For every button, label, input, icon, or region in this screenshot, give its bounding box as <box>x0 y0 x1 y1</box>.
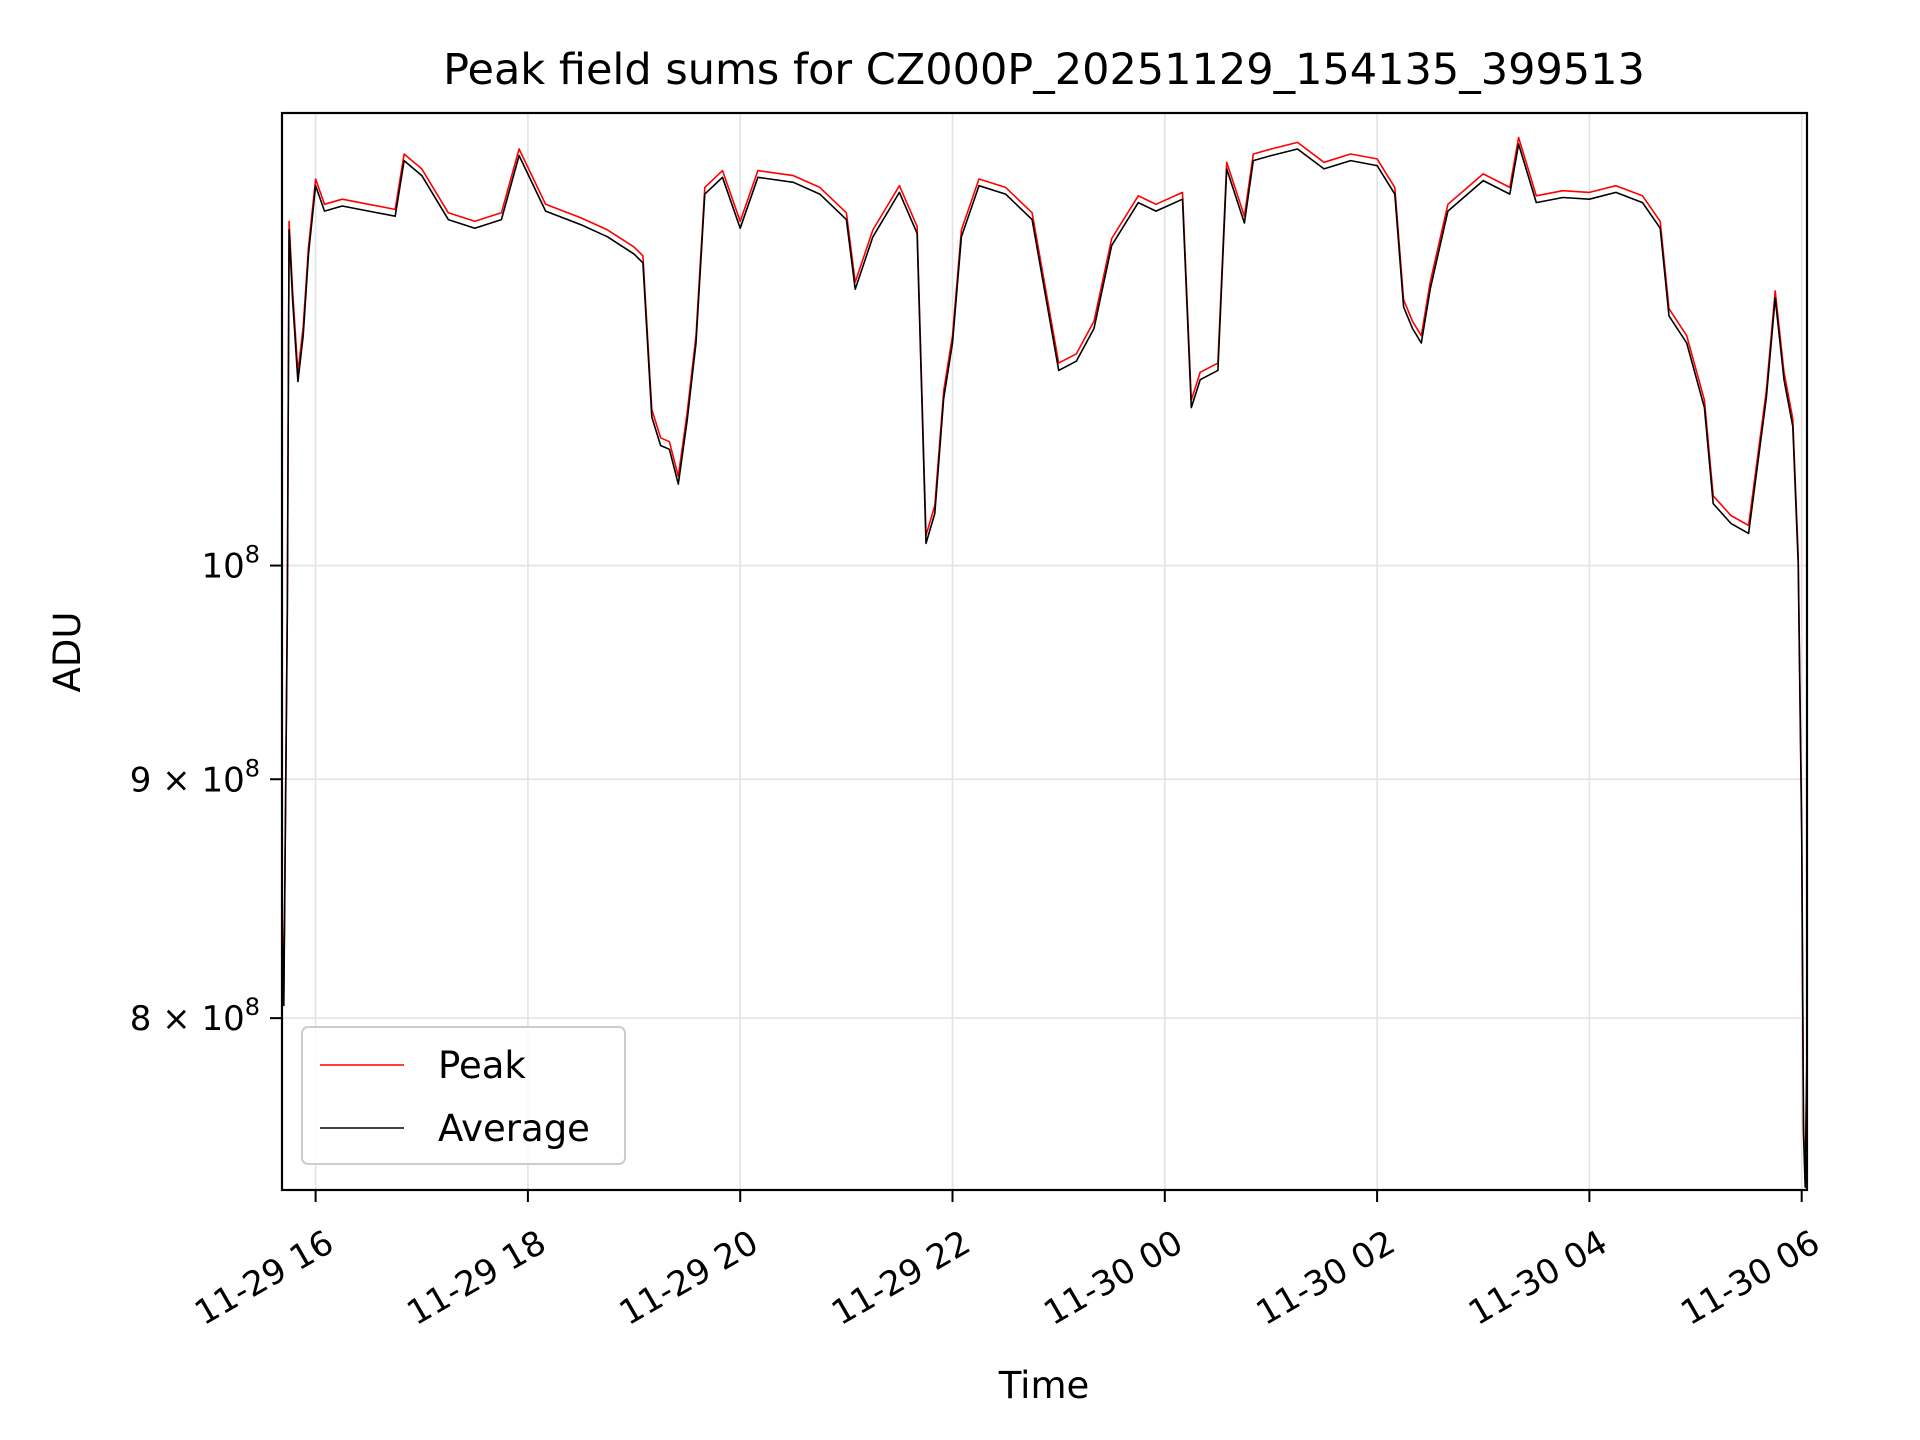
chart-title: Peak field sums for CZ000P_20251129_1541… <box>443 45 1645 95</box>
legend-box <box>301 1026 626 1165</box>
y-tick-label: 9 × 108 <box>130 754 260 800</box>
series-lines <box>281 136 1808 1188</box>
y-axis-ticks: 8 × 108 9 × 108 108 <box>130 541 282 1039</box>
grid-lines <box>282 113 1807 1190</box>
legend-label-average: Average <box>438 1107 590 1150</box>
x-axis-label: Time <box>998 1364 1090 1407</box>
y-tick-label: 108 <box>201 541 260 587</box>
legend-label-peak: Peak <box>438 1044 526 1087</box>
series-line-peak <box>281 136 1808 1183</box>
y-axis-label: ADU <box>46 612 89 693</box>
legend: Peak Average <box>301 1026 626 1165</box>
series-line-average <box>281 143 1808 1188</box>
y-tick-label: 8 × 108 <box>130 993 260 1039</box>
plot-frame <box>280 111 1809 1192</box>
